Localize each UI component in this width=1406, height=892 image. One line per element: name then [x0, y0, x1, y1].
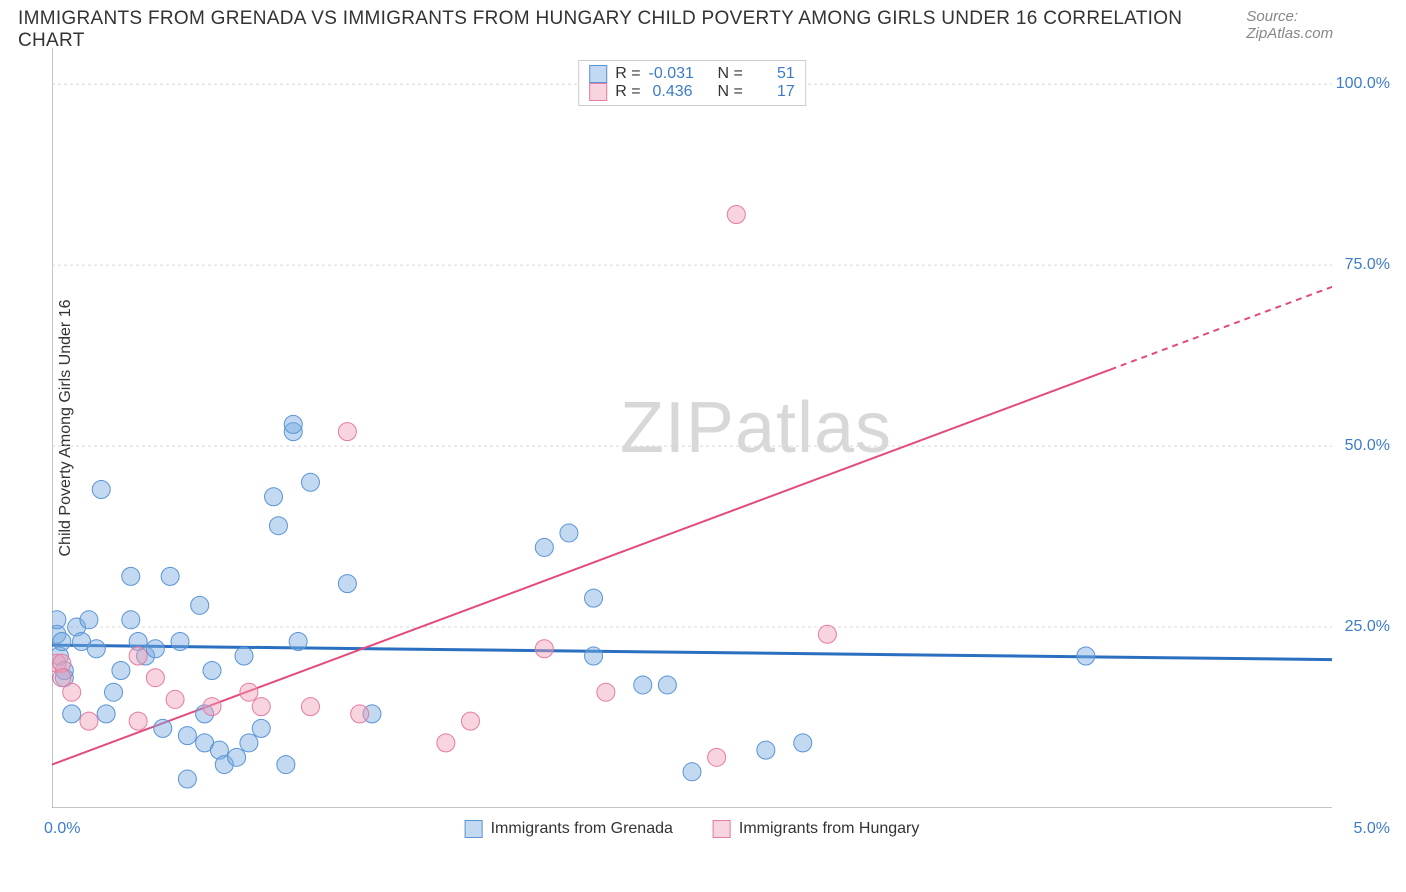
- legend-swatch-icon: [589, 83, 607, 101]
- x-tick-max: 5.0%: [1354, 820, 1390, 838]
- legend-swatch-icon: [589, 65, 607, 83]
- r-label: R =: [615, 65, 640, 83]
- scatter-plot: [52, 48, 1332, 808]
- legend-series-name: Immigrants from Hungary: [739, 820, 920, 838]
- n-label: N =: [717, 83, 742, 101]
- x-tick-min: 0.0%: [44, 820, 80, 838]
- r-value: -0.031: [649, 65, 693, 83]
- y-tick-label: 100.0%: [1336, 75, 1390, 93]
- n-value: 51: [751, 65, 795, 83]
- legend-item: Immigrants from Hungary: [713, 820, 920, 838]
- legend-series-name: Immigrants from Grenada: [491, 820, 673, 838]
- n-value: 17: [751, 83, 795, 101]
- legend-swatch-icon: [713, 820, 731, 838]
- y-tick-label: 50.0%: [1345, 437, 1390, 455]
- r-label: R =: [615, 83, 640, 101]
- legend-swatch-icon: [465, 820, 483, 838]
- stats-legend: R = -0.031 N = 51 R = 0.436 N = 17: [578, 60, 806, 106]
- source-label: Source: ZipAtlas.com: [1246, 8, 1388, 42]
- r-value: 0.436: [649, 83, 693, 101]
- n-label: N =: [717, 65, 742, 83]
- y-tick-label: 75.0%: [1345, 256, 1390, 274]
- series-legend: Immigrants from Grenada Immigrants from H…: [465, 820, 920, 838]
- y-tick-label: 25.0%: [1345, 618, 1390, 636]
- chart-area: Child Poverty Among Girls Under 16 ZIPat…: [52, 48, 1332, 808]
- chart-title: IMMIGRANTS FROM GRENADA VS IMMIGRANTS FR…: [18, 8, 1246, 52]
- legend-item: Immigrants from Grenada: [465, 820, 673, 838]
- stats-legend-row: R = -0.031 N = 51: [589, 65, 795, 83]
- stats-legend-row: R = 0.436 N = 17: [589, 83, 795, 101]
